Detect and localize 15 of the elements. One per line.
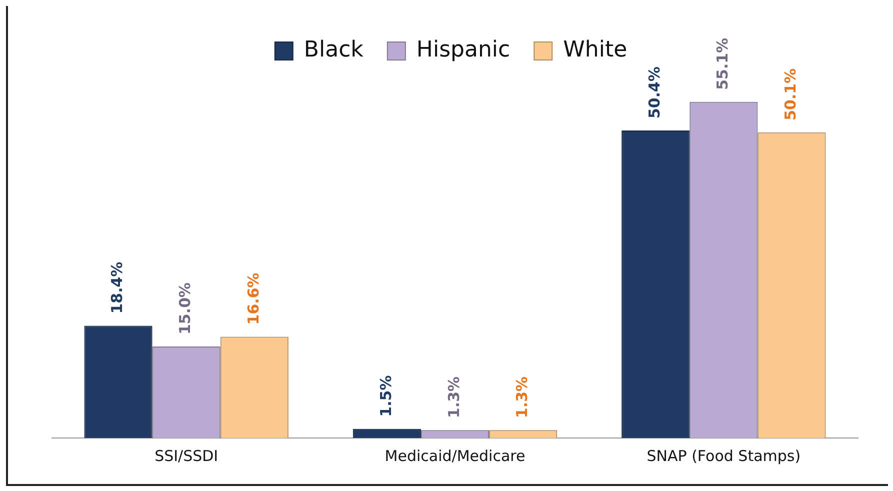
data-label: 50.4% xyxy=(645,66,664,119)
data-label: 50.1% xyxy=(782,68,800,120)
x-tick-label: SNAP (Food Stamps) xyxy=(646,446,801,465)
data-label: 55.1% xyxy=(714,38,732,90)
x-tick-label: Medicaid/Medicare xyxy=(384,446,526,465)
data-label: 15.0% xyxy=(176,282,194,334)
data-label: 1.5% xyxy=(376,375,395,417)
data-label: 16.6% xyxy=(244,272,262,325)
legend-label: Hispanic xyxy=(416,38,510,63)
legend-label: White xyxy=(563,38,628,63)
x-tick-label: SSI/SSDI xyxy=(154,446,218,465)
data-label: 1.3% xyxy=(512,376,531,418)
data-label: 1.3% xyxy=(444,376,463,418)
data-label: 18.4% xyxy=(108,262,126,314)
legend-label: Black xyxy=(304,38,364,63)
